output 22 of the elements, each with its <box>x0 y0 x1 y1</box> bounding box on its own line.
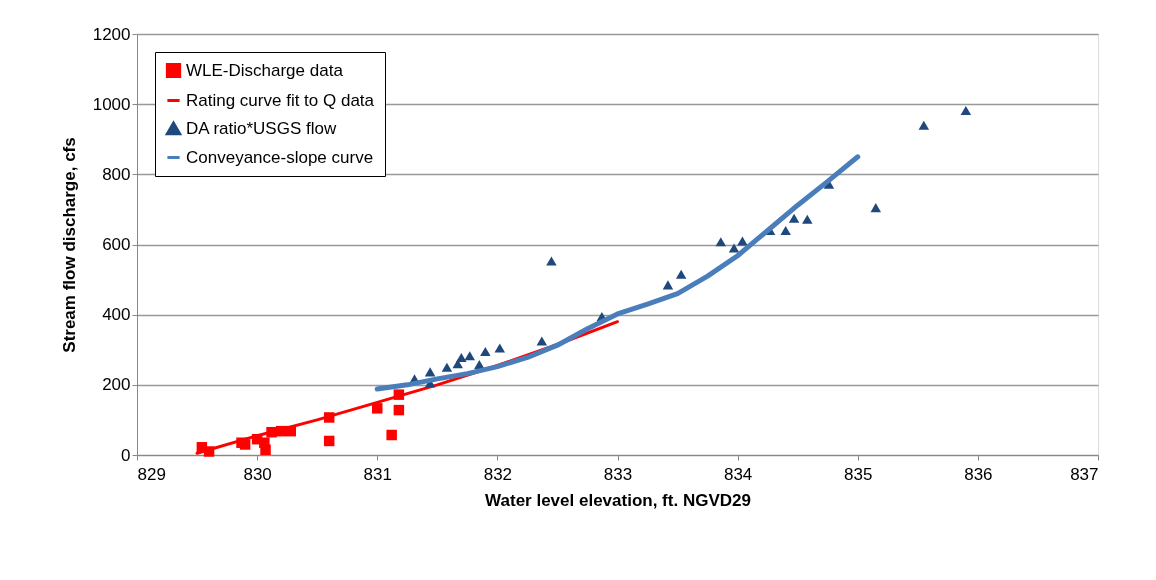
x-tick-label: 834 <box>723 464 753 484</box>
x-tick-label: 836 <box>964 464 993 484</box>
x-tick-label: 833 <box>603 464 633 484</box>
y-tick-label: 800 <box>102 164 131 184</box>
legend-label: Conveyance-slope curve <box>186 147 374 167</box>
legend-label: Rating curve fit to Q data <box>186 90 375 110</box>
x-tick-label: 837 <box>1070 464 1099 484</box>
y-tick-label: 1200 <box>92 24 131 44</box>
x-tick-label: 835 <box>844 464 873 484</box>
x-tick-label: 831 <box>363 464 392 484</box>
y-axis-title: Stream flow discharge, cfs <box>59 137 79 353</box>
y-tick-label: 600 <box>102 235 131 254</box>
y-tick-label: 400 <box>102 305 131 325</box>
legend-label: WLE-Discharge data <box>186 60 344 80</box>
y-tick-label: 1000 <box>92 94 131 114</box>
legend-label: DA ratio*USGS flow <box>186 118 337 138</box>
y-tick-label: 0 <box>121 445 131 465</box>
y-tick-label: 200 <box>102 375 131 395</box>
x-tick-label: 829 <box>137 464 166 484</box>
x-tick-label: 830 <box>243 464 272 484</box>
x-axis-title: Water level elevation, ft. NGVD29 <box>485 490 751 510</box>
x-tick-label: 832 <box>483 464 513 484</box>
